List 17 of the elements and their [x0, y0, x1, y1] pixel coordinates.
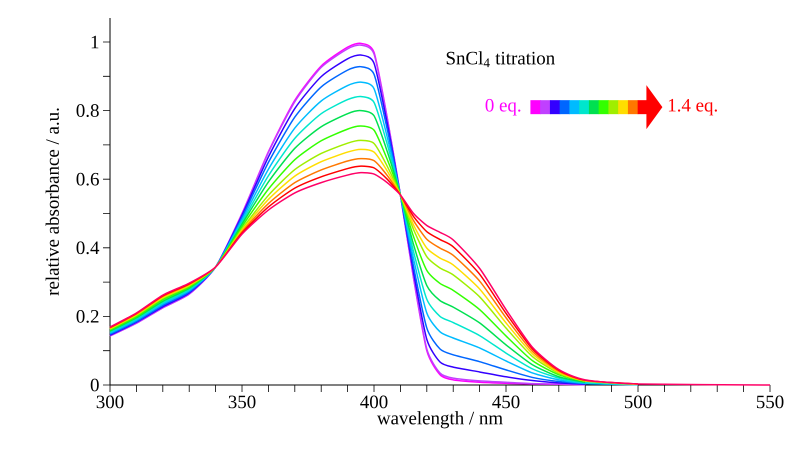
y-tick-label: 0 [90, 378, 99, 392]
x-tick-label: 500 [624, 396, 652, 408]
annotation: 0 eq. [486, 98, 520, 116]
y-tick-label: 1 [92, 36, 98, 48]
y-tick-label: 0.4 [76, 241, 100, 254]
x-tick-label: 400 [360, 396, 388, 408]
x-tick-label: 550 [756, 396, 784, 408]
x-tick-label: 300 [96, 396, 124, 408]
annotation: 1.4 eq. [668, 98, 717, 116]
y-tick-label: 0.8 [76, 104, 99, 118]
y-tick-label: 0.2 [76, 310, 98, 323]
y-axis-title: relative absorbance / a.u. [46, 108, 59, 296]
x-tick-label: 450 [492, 396, 520, 408]
x-tick-label: 350 [228, 396, 256, 408]
y-tick-label: 0.6 [76, 172, 99, 186]
annotation: SnCl$_{4}$ titration [446, 51, 555, 68]
x-axis-title: wavelength / nm [376, 411, 503, 428]
